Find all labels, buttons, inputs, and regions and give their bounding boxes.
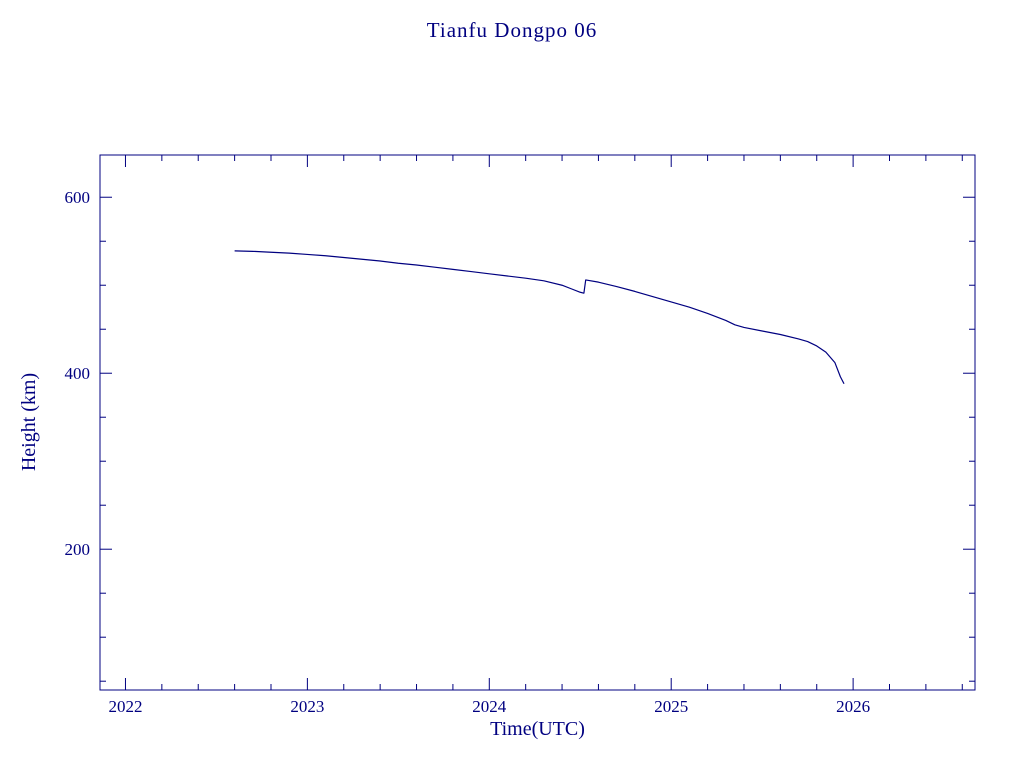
- y-tick-label: 400: [65, 364, 91, 383]
- x-tick-label: 2026: [836, 697, 870, 716]
- x-axis-label: Time(UTC): [490, 718, 585, 740]
- y-tick-label: 600: [65, 188, 91, 207]
- x-tick-label: 2022: [108, 697, 142, 716]
- x-tick-label: 2023: [290, 697, 324, 716]
- x-tick-label: 2025: [654, 697, 688, 716]
- plot-border: [99, 154, 976, 691]
- x-tick-label: 2024: [472, 697, 507, 716]
- y-tick-label: 200: [65, 540, 91, 559]
- chart-title: Tianfu Dongpo 06: [426, 18, 598, 42]
- series-height_km: [234, 250, 845, 385]
